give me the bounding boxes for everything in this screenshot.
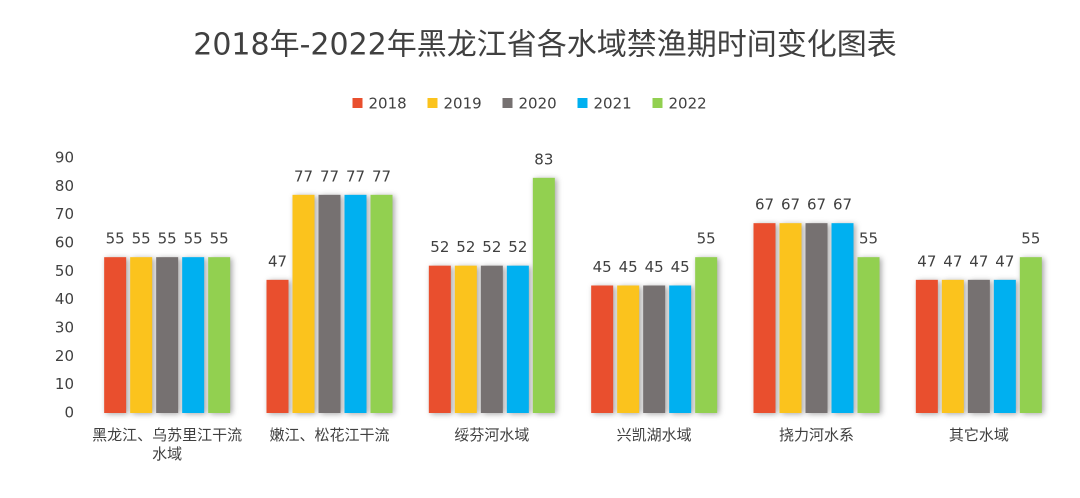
legend-swatch	[652, 98, 663, 108]
data-label: 83	[534, 150, 553, 168]
y-tick-label: 0	[64, 404, 74, 422]
data-label: 52	[456, 238, 475, 256]
y-tick-label: 20	[55, 347, 74, 365]
x-tick-label: 挠力河水系	[778, 426, 854, 444]
bar	[506, 265, 529, 413]
bar	[857, 257, 880, 413]
bar	[182, 257, 205, 413]
bar	[266, 279, 289, 413]
bar	[428, 265, 451, 413]
x-tick-label: 绥芬河水域	[454, 426, 530, 444]
data-label: 67	[807, 196, 826, 214]
legend-label: 2020	[519, 95, 557, 113]
bar	[1019, 257, 1042, 413]
bar	[617, 285, 640, 413]
data-label: 45	[593, 258, 612, 276]
data-label: 67	[833, 196, 852, 214]
data-label: 55	[184, 230, 203, 248]
data-label: 55	[158, 230, 177, 248]
data-label: 77	[372, 167, 391, 185]
data-label: 55	[697, 230, 716, 248]
data-label: 52	[508, 238, 527, 256]
bar	[591, 285, 614, 413]
bar	[156, 257, 179, 413]
y-tick-label: 50	[55, 262, 74, 280]
data-label: 47	[917, 252, 936, 270]
legend-swatch	[577, 98, 588, 108]
data-label: 77	[346, 167, 365, 185]
data-label: 52	[482, 238, 501, 256]
y-tick-label: 70	[55, 205, 74, 223]
x-tick-label: 嫩江、松花江干流	[269, 426, 390, 444]
bar	[292, 194, 315, 413]
bar	[695, 257, 718, 413]
bar	[130, 257, 153, 413]
y-tick-label: 10	[55, 375, 74, 393]
x-tick-label: 黑龙江、乌苏里江干流水域	[92, 426, 243, 463]
bar	[669, 285, 692, 413]
data-label: 47	[268, 252, 287, 270]
bar	[831, 223, 854, 413]
chart-title: 2018年-2022年黑龙江省各水域禁渔期时间变化图表	[193, 28, 897, 63]
legend-label: 2019	[444, 95, 482, 113]
legend-swatch	[352, 98, 363, 108]
legend-swatch	[502, 98, 513, 108]
data-label: 55	[132, 230, 151, 248]
y-tick-label: 90	[55, 149, 74, 167]
bar	[915, 279, 938, 413]
y-tick-label: 30	[55, 319, 74, 337]
bar	[104, 257, 127, 413]
bar	[480, 265, 503, 413]
bar	[805, 223, 828, 413]
data-label: 77	[320, 167, 339, 185]
data-label: 47	[995, 252, 1014, 270]
data-label: 52	[430, 238, 449, 256]
x-tick-label: 其它水域	[948, 426, 1009, 444]
data-label: 47	[943, 252, 962, 270]
data-label: 67	[781, 196, 800, 214]
bar	[318, 194, 341, 413]
legend-label: 2021	[594, 95, 632, 113]
data-label: 45	[645, 258, 664, 276]
bar	[370, 194, 393, 413]
data-label: 55	[210, 230, 229, 248]
bar	[208, 257, 231, 413]
data-label: 55	[859, 230, 878, 248]
y-tick-label: 80	[55, 177, 74, 195]
data-label: 55	[106, 230, 125, 248]
data-label: 45	[671, 258, 690, 276]
bar	[779, 223, 802, 413]
data-label: 77	[294, 167, 313, 185]
bar	[344, 194, 367, 413]
bar	[532, 177, 555, 413]
legend-label: 2018	[369, 95, 407, 113]
data-label: 45	[619, 258, 638, 276]
bar	[993, 279, 1016, 413]
legend-swatch	[427, 98, 438, 108]
data-label: 55	[1021, 230, 1040, 248]
bar	[753, 223, 776, 413]
bar	[967, 279, 990, 413]
y-tick-label: 60	[55, 234, 74, 252]
bar	[941, 279, 964, 413]
x-tick-label: 兴凯湖水域	[616, 426, 692, 444]
bar	[643, 285, 666, 413]
bar	[454, 265, 477, 413]
y-tick-label: 40	[55, 290, 74, 308]
data-label: 67	[755, 196, 774, 214]
data-label: 47	[969, 252, 988, 270]
legend-label: 2022	[669, 95, 707, 113]
